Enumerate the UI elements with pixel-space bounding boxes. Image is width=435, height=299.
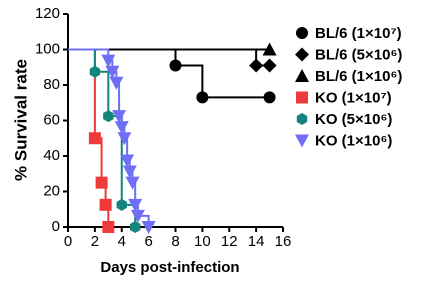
- marker: [89, 65, 101, 78]
- x-tick-label: 6: [144, 233, 152, 250]
- y-tick-label: 0: [52, 218, 60, 235]
- legend-label: BL/6 (1×10⁶): [315, 68, 402, 85]
- legend-label: KO (1×10⁷): [315, 89, 392, 106]
- marker: [249, 58, 264, 73]
- x-tick-label: 14: [248, 233, 265, 250]
- marker: [99, 198, 112, 211]
- legend-label: BL/6 (1×10⁷): [315, 25, 402, 42]
- legend-marker: [295, 47, 309, 62]
- legend-marker: [296, 113, 308, 125]
- marker: [263, 91, 276, 104]
- marker: [169, 59, 182, 72]
- legend-marker: [296, 91, 308, 104]
- x-tick-label: 8: [171, 233, 179, 250]
- y-axis-label: % Survival rate: [11, 59, 30, 181]
- marker: [116, 198, 127, 211]
- marker: [103, 110, 114, 123]
- y-tick-label: 80: [43, 76, 60, 93]
- marker: [262, 42, 277, 56]
- marker: [262, 58, 277, 73]
- marker: [122, 165, 137, 179]
- x-tick-label: 0: [64, 233, 72, 250]
- legend-label: BL/6 (5×10⁶): [315, 46, 402, 63]
- marker: [95, 176, 108, 189]
- legend-marker: [295, 134, 309, 148]
- marker: [117, 132, 132, 146]
- legend-label: KO (1×10⁶): [315, 132, 392, 149]
- y-tick-label: 100: [35, 40, 60, 57]
- marker: [129, 221, 141, 233]
- legend-marker: [296, 27, 308, 39]
- marker: [120, 154, 135, 168]
- marker: [101, 54, 116, 68]
- marker: [102, 221, 115, 233]
- marker: [196, 91, 209, 104]
- x-tick-label: 10: [194, 233, 211, 250]
- marker: [141, 221, 156, 234]
- marker: [88, 132, 101, 145]
- x-tick-label: 12: [221, 233, 238, 250]
- marker: [125, 176, 140, 190]
- marker: [112, 110, 127, 124]
- marker: [109, 76, 124, 90]
- legend-label: KO (5×10⁶): [315, 111, 392, 128]
- x-tick-label: 16: [275, 233, 292, 250]
- y-tick-label: 120: [35, 5, 60, 22]
- y-tick-label: 40: [43, 147, 60, 164]
- marker: [114, 121, 129, 135]
- marker: [128, 198, 143, 212]
- x-axis-label: Days post-infection: [100, 259, 239, 276]
- y-tick-label: 60: [43, 111, 60, 128]
- marker: [105, 65, 120, 79]
- marker: [130, 209, 145, 223]
- x-tick-label: 4: [118, 233, 126, 250]
- y-tick-label: 20: [43, 182, 60, 199]
- survival-line: [68, 48, 270, 67]
- x-tick-label: 2: [91, 233, 99, 250]
- legend-marker: [295, 69, 309, 82]
